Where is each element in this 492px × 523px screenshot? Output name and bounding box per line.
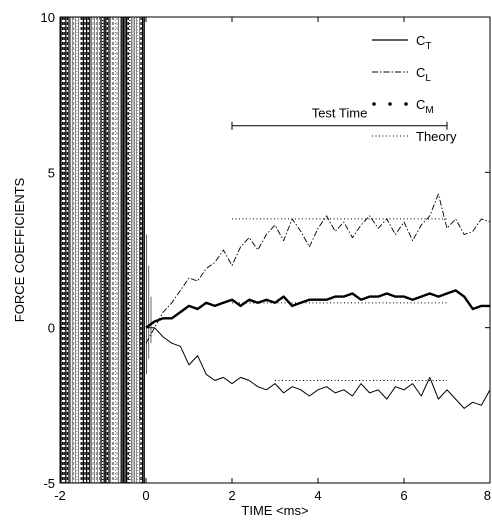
series-group (145, 193, 491, 409)
legend-swatch-dot (372, 102, 376, 106)
theory-lines (232, 218, 447, 381)
y-tick-label: 10 (41, 10, 55, 25)
y-tick-label: 5 (48, 165, 55, 180)
x-tick-label: 0 (142, 488, 149, 503)
legend-label: CM (416, 97, 434, 116)
legend-swatch-dot (388, 102, 392, 106)
x-tick-label: 6 (400, 488, 407, 503)
plot-frame (59, 16, 491, 484)
axis-ticks: -2 0 2 4 6 8 -5 0 5 10 (41, 10, 491, 503)
x-tick-label: 8 (484, 488, 491, 503)
x-tick-label: 4 (314, 488, 321, 503)
y-tick-label: 0 (48, 321, 55, 336)
series-line-solid-thin (146, 327, 491, 409)
legend-label: Theory (416, 129, 457, 144)
x-tick-label: -2 (54, 488, 66, 503)
series-line-solid-thick (145, 289, 490, 329)
test-time-annotation: Test Time (231, 106, 448, 130)
oscillation-region (60, 17, 152, 483)
legend: CT CL CM Theory (372, 33, 457, 144)
x-tick-label: 2 (228, 488, 235, 503)
legend-swatch-dot (404, 102, 408, 106)
x-axis-label: TIME <ms> (241, 503, 308, 518)
test-time-label: Test Time (312, 106, 368, 121)
y-axis-label: FORCE COEFFICIENTS (12, 177, 27, 322)
legend-label-subscript: L (425, 73, 431, 84)
legend-label-subscript: T (425, 41, 431, 52)
legend-label-subscript: M (425, 105, 433, 116)
y-tick-label: -5 (43, 476, 55, 491)
legend-label: CL (416, 65, 431, 84)
legend-label: CT (416, 33, 432, 52)
series-line-dash-dot (145, 193, 491, 344)
